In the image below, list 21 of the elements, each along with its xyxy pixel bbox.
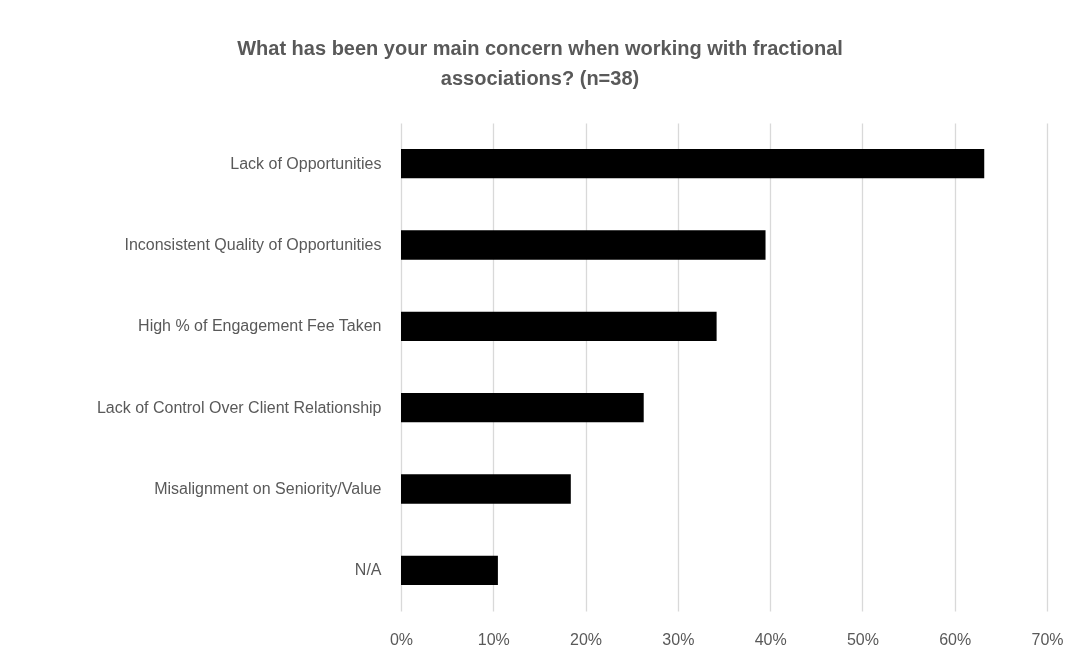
x-tick-label: 10% — [477, 630, 510, 648]
x-tick-label: 70% — [1031, 630, 1064, 648]
bar — [401, 230, 766, 260]
y-tick-label: N/A — [354, 561, 382, 579]
x-tick-label: 30% — [662, 630, 695, 648]
y-tick-label: Lack of Opportunities — [230, 154, 382, 172]
chart-title: What has been your main concern when working with fractional associations? (n=38) — [237, 37, 843, 89]
x-tick-label: 20% — [570, 630, 603, 648]
bar — [401, 555, 498, 585]
bar — [401, 149, 985, 179]
x-tick-label: 0% — [389, 630, 414, 648]
y-tick-label: Lack of Control Over Client Relationship — [96, 398, 382, 416]
x-tick-label: 50% — [846, 630, 879, 648]
bar — [401, 474, 571, 504]
y-tick-label: Inconsistent Quality of Opportunities — [124, 236, 382, 253]
y-tick-label: High % of Engagement Fee Taken — [138, 317, 382, 335]
bar — [401, 311, 717, 341]
bar — [401, 393, 644, 423]
x-tick-label: 40% — [754, 630, 787, 648]
x-tick-label: 60% — [939, 630, 972, 648]
y-tick-label: Misalignment on Seniority/Value — [154, 480, 382, 497]
